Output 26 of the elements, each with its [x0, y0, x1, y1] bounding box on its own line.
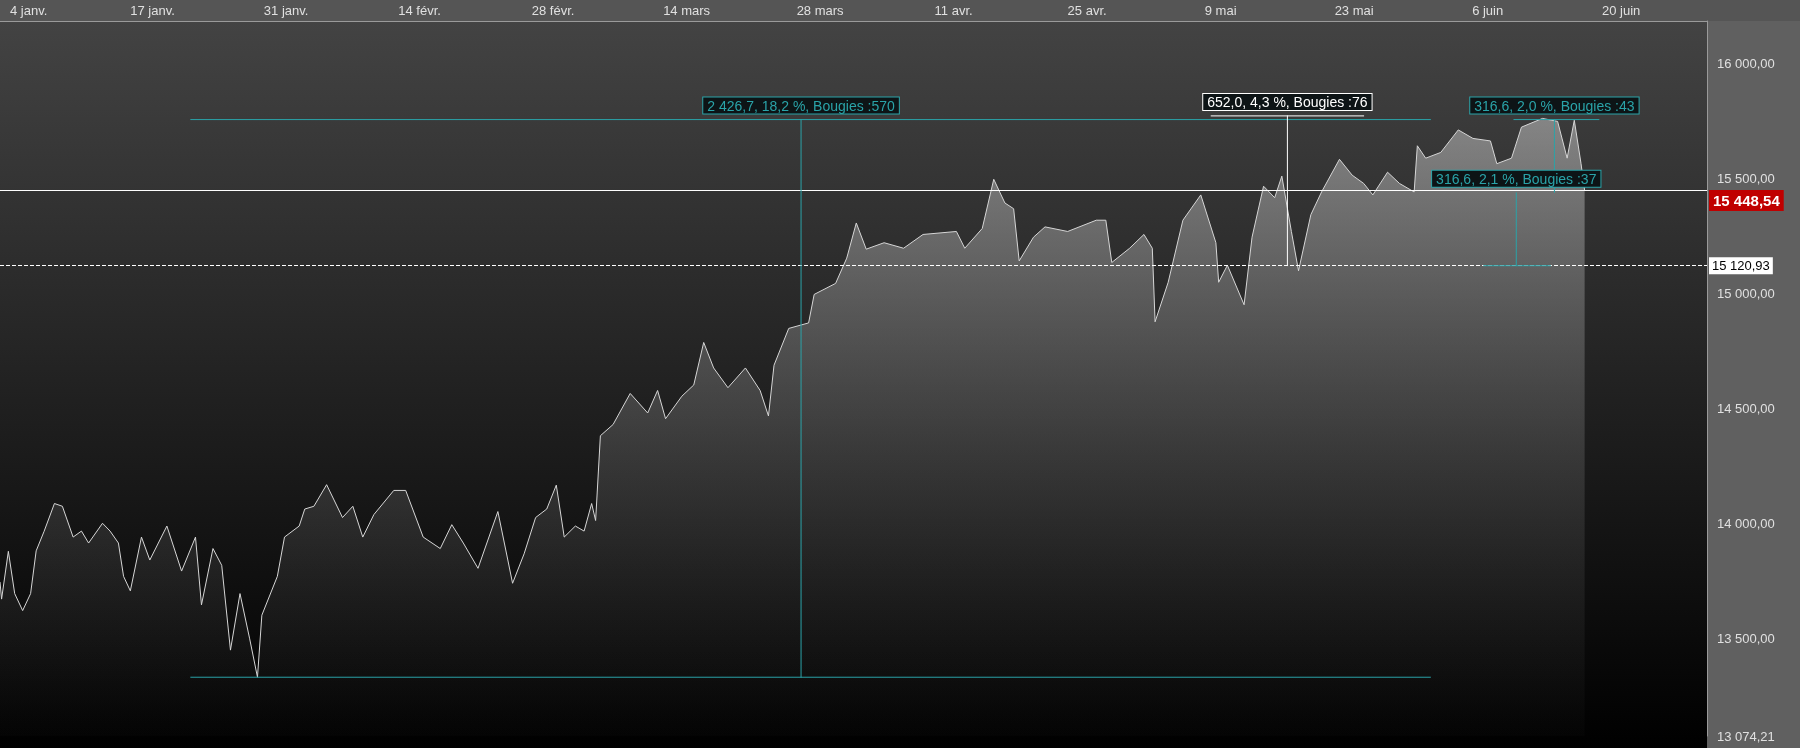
x-tick-label: 28 févr.	[531, 3, 575, 18]
x-tick-label: 25 avr.	[1067, 3, 1107, 18]
annotation: 2 426,7, 18,2 %, Bougies :570	[707, 97, 896, 114]
y-tick-label: 13 500,00	[1717, 630, 1775, 646]
x-tick-label: 31 janv.	[263, 3, 309, 18]
y-tick-label: 15 000,00	[1717, 286, 1775, 302]
x-tick-label: 9 mai	[1204, 3, 1237, 18]
x-tick-label: 6 juin	[1472, 3, 1504, 18]
annotation: 316,6, 2,1 %, Bougies :37	[1436, 170, 1597, 187]
x-tick-label: 4 janv.	[9, 3, 48, 18]
y-tick-label: 14 000,00	[1717, 515, 1775, 531]
ref-line-label: 15 448,54	[1713, 191, 1781, 209]
x-tick-label: 28 mars	[796, 3, 845, 18]
annotation: 652,0, 4,3 %, Bougies :76	[1207, 93, 1368, 110]
y-tick-label: 14 500,00	[1717, 400, 1775, 416]
x-tick-label: 14 mars	[663, 3, 711, 18]
x-tick-label: 11 avr.	[934, 3, 973, 18]
x-tick-label: 17 janv.	[130, 3, 175, 18]
y-tick-label: 13 074,21	[1717, 728, 1775, 744]
x-tick-label: 23 mai	[1334, 3, 1374, 18]
annotation: 316,6, 2,0 %, Bougies :43	[1474, 97, 1635, 114]
ref-line-label: 15 120,93	[1712, 258, 1770, 274]
x-tick-label: 14 févr.	[398, 3, 441, 18]
x-tick-label: 20 juin	[1602, 3, 1641, 18]
y-tick-label: 16 000,00	[1717, 56, 1775, 72]
y-tick-label: 15 500,00	[1717, 171, 1775, 187]
